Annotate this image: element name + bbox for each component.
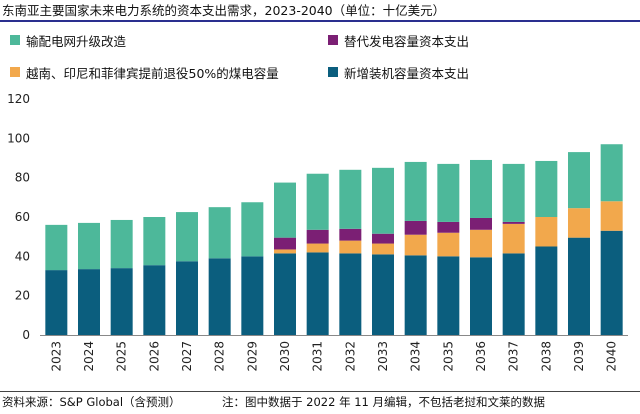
- bar-segment-2028-0: [208, 258, 231, 335]
- legend-label-replacement: 替代发电容量资本支出: [344, 33, 470, 49]
- x-tick-label: 2033: [376, 341, 390, 372]
- x-tick-label: 2036: [474, 341, 488, 372]
- bar-segment-2040-1: [600, 201, 623, 231]
- bar-segment-2034-0: [404, 255, 427, 335]
- bar-segment-2031-3: [306, 173, 329, 230]
- x-tick-label: 2029: [245, 341, 259, 372]
- bar-segment-2033-0: [372, 254, 394, 335]
- x-tick-label: 2026: [147, 341, 161, 372]
- bar-segment-2032-3: [339, 169, 362, 229]
- y-tick-label: 20: [15, 289, 30, 303]
- legend-swatch-coal-retire: [10, 67, 20, 77]
- y-tick-label: 80: [15, 171, 30, 185]
- x-tick-label: 2038: [539, 341, 553, 372]
- bar-segment-2035-1: [437, 232, 460, 257]
- bar-segment-2034-3: [404, 161, 427, 221]
- x-tick-label: 2027: [180, 341, 194, 372]
- x-tick-label: 2039: [572, 341, 586, 372]
- bar-segment-2027-3: [176, 212, 198, 262]
- bar-segment-2025-0: [110, 268, 133, 335]
- bar-segment-2035-3: [437, 163, 460, 222]
- bar-segment-2038-3: [535, 160, 558, 217]
- bar-segment-2031-1: [306, 243, 329, 253]
- x-tick-label: 2034: [409, 341, 423, 372]
- legend-swatch-new-capacity: [328, 67, 338, 77]
- bar-segment-2038-0: [535, 246, 558, 335]
- bar-segment-2036-0: [470, 257, 492, 335]
- x-tick-label: 2035: [441, 341, 455, 372]
- y-tick-label: 100: [7, 131, 30, 145]
- legend-item-coal-retire: 越南、印尼和菲律宾提前退役50%的煤电容量: [10, 63, 279, 81]
- x-tick-label: 2023: [49, 341, 63, 372]
- bar-segment-2036-1: [470, 229, 492, 258]
- x-tick-label: 2025: [115, 341, 129, 372]
- bar-segment-2037-1: [502, 223, 525, 254]
- y-tick-label: 120: [7, 92, 30, 106]
- x-tick-label: 2040: [605, 341, 619, 372]
- bar-segment-2040-0: [600, 230, 623, 335]
- title-rule: [0, 20, 640, 22]
- bar-segment-2036-2: [470, 217, 492, 230]
- bar-segment-2032-2: [339, 228, 362, 241]
- x-tick-label: 2031: [311, 341, 325, 372]
- bar-segment-2033-3: [372, 167, 394, 234]
- legend-swatch-grid-upgrade: [10, 35, 20, 45]
- bar-segment-2032-0: [339, 253, 362, 335]
- bar-segment-2030-1: [274, 249, 296, 254]
- bar-segment-2025-3: [110, 219, 133, 269]
- bar-segment-2024-0: [78, 269, 100, 335]
- bar-segment-2031-2: [306, 229, 329, 244]
- bar-segment-2039-1: [568, 208, 590, 238]
- bar-segment-2030-2: [274, 237, 296, 250]
- legend-label-grid-upgrade: 输配电网升级改造: [26, 33, 127, 49]
- bar-segment-2037-2: [502, 221, 525, 224]
- bar-segment-2031-0: [306, 252, 329, 335]
- bar-segment-2027-0: [176, 261, 198, 335]
- bar-segment-2028-3: [208, 207, 231, 259]
- y-tick-label: 60: [15, 210, 30, 224]
- legend-item-new-capacity: 新增装机容量资本支出: [328, 63, 469, 81]
- legend-label-coal-retire: 越南、印尼和菲律宾提前退役50%的煤电容量: [26, 65, 279, 81]
- bar-segment-2024-3: [78, 222, 100, 270]
- footer-rule: [0, 391, 640, 392]
- x-tick-label: 2032: [343, 341, 357, 372]
- bar-segment-2037-0: [502, 253, 525, 335]
- bar-segment-2036-3: [470, 159, 492, 218]
- legend-label-new-capacity: 新增装机容量资本支出: [344, 65, 470, 81]
- bar-segment-2035-2: [437, 221, 460, 233]
- bar-segment-2030-3: [274, 182, 296, 238]
- bar-segment-2029-0: [241, 256, 264, 335]
- bar-segment-2026-3: [143, 217, 166, 266]
- bar-segment-2039-3: [568, 152, 590, 209]
- bar-segment-2023-3: [45, 224, 68, 271]
- bar-segment-2038-1: [535, 217, 558, 247]
- bar-segment-2040-3: [600, 144, 623, 202]
- note-text: 注：图中数据于 2022 年 11 月编辑，不包括老挝和文莱的数据: [222, 395, 546, 409]
- bar-segment-2023-0: [45, 270, 68, 335]
- source-text: 资料来源：S&P Global（含预测）: [2, 395, 181, 409]
- bar-segment-2030-0: [274, 253, 296, 335]
- y-tick-label: 40: [15, 249, 30, 263]
- legend-item-replacement: 替代发电容量资本支出: [328, 31, 469, 49]
- bar-segment-2034-1: [404, 234, 427, 256]
- chart-title: 东南亚主要国家未来电力系统的资本支出需求，2023-2040（单位：十亿美元）: [2, 3, 446, 18]
- legend-item-grid-upgrade: 输配电网升级改造: [10, 31, 126, 49]
- x-tick-label: 2024: [82, 341, 96, 372]
- x-tick-label: 2028: [213, 341, 227, 372]
- bar-segment-2026-0: [143, 265, 166, 335]
- y-tick-label: 0: [22, 328, 30, 342]
- bar-segment-2033-1: [372, 243, 394, 255]
- bar-segment-2029-3: [241, 202, 264, 257]
- bar-segment-2033-2: [372, 233, 394, 244]
- x-tick-label: 2030: [278, 341, 292, 372]
- legend-swatch-replacement: [328, 35, 338, 45]
- chart-legend: 输配电网升级改造 替代发电容量资本支出 越南、印尼和菲律宾提前退役50%的煤电容…: [10, 26, 610, 86]
- bar-segment-2034-2: [404, 220, 427, 235]
- bar-segment-2032-1: [339, 240, 362, 254]
- bar-segment-2035-0: [437, 256, 460, 335]
- bar-segment-2037-3: [502, 163, 525, 222]
- x-tick-label: 2037: [507, 341, 521, 372]
- bar-segment-2039-0: [568, 237, 590, 335]
